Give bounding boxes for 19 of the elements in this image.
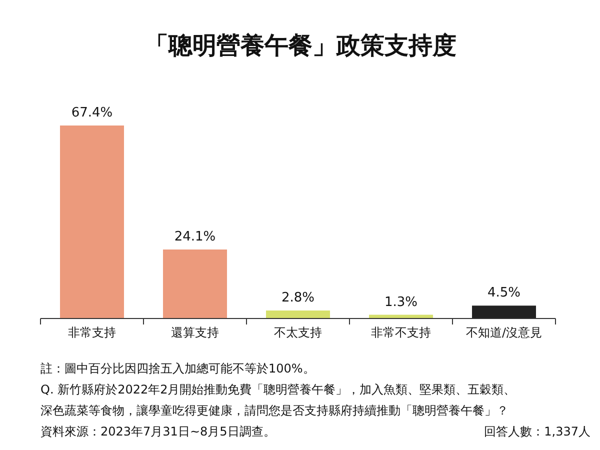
x-tick-label: 不太支持	[274, 326, 322, 340]
x-tick-label: 不知道/沒意見	[466, 326, 542, 340]
x-tick-label: 非常支持	[68, 326, 116, 340]
text: Q. 新竹縣府於2022年2月開始推動免費「聰明營養午餐」，加入魚類、堅果類、五穀類、深色蔬菜等食物，讓學童吃得更健康，請問您是否支持縣府持續推動「聰明營養午餐」？	[40, 382, 516, 418]
bar	[266, 310, 330, 318]
data-label: 67.4%	[71, 106, 113, 120]
chart-title: 「聰明營養午餐」政策支持度	[144, 32, 456, 60]
source-note: 資料來源：2023年7月31日~8月5日調查。	[40, 424, 276, 438]
data-label: 2.8%	[281, 290, 315, 306]
bar	[60, 126, 124, 318]
data-label: 1.3%	[384, 294, 418, 310]
x-tick-label: 非常不支持	[371, 326, 431, 340]
bar	[472, 306, 536, 318]
data-label: 24.1%	[174, 229, 216, 244]
text: 回答人數：1,337人	[484, 424, 591, 438]
bar	[163, 249, 227, 318]
x-tick-label: 還算支持	[171, 326, 219, 340]
data-label: 4.5%	[487, 286, 521, 301]
text: 註：圖中百分比因四捨五入加總可能不等於100%。	[40, 362, 315, 376]
